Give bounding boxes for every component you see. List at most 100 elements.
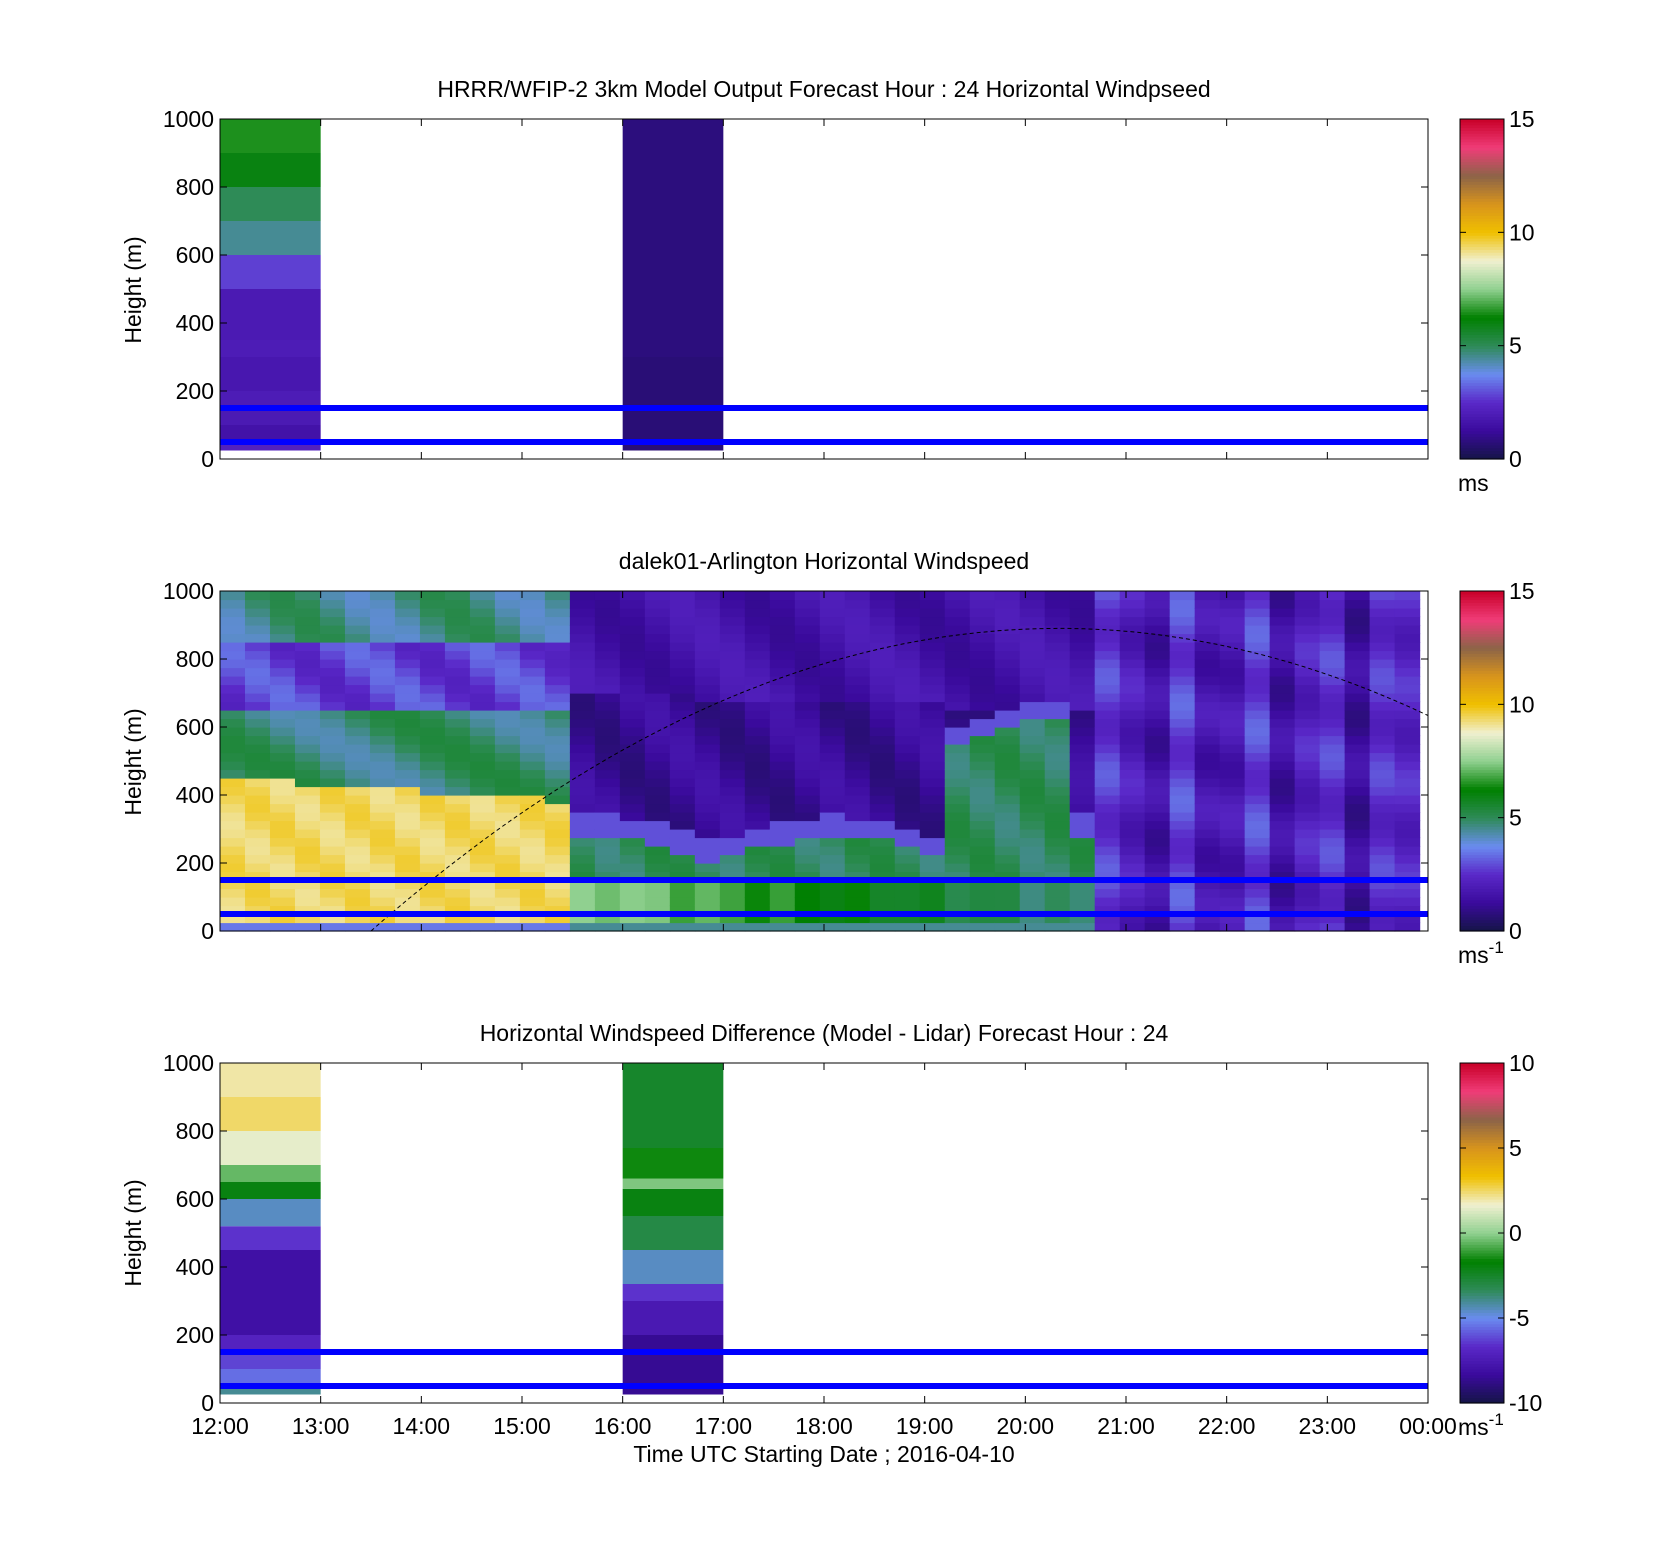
heatmap-cell [1094, 684, 1121, 694]
heatmap-cell [619, 616, 646, 626]
heatmap-cell [644, 676, 671, 686]
heatmap-cell [669, 625, 696, 635]
heatmap-cell [969, 837, 996, 847]
colorbar-segment [1460, 328, 1504, 333]
y-tick-label: 400 [176, 1254, 214, 1280]
heatmap-cell [869, 616, 896, 626]
colorbar-segment [1460, 243, 1504, 248]
colorbar-segment [1460, 591, 1504, 595]
heatmap-cell [220, 667, 246, 677]
panel-difference: Horizontal Windspeed Difference (Model -… [120, 1020, 1542, 1440]
heatmap-cell [1069, 659, 1096, 669]
heatmap-cell [1244, 914, 1271, 924]
heatmap-cell [444, 684, 471, 694]
colorbar-segment [1460, 303, 1504, 307]
heatmap-cell [244, 922, 271, 932]
heatmap-cell [1369, 710, 1396, 720]
heatmap-cell [1119, 786, 1146, 796]
heatmap-cell [744, 633, 771, 643]
heatmap-cell [919, 693, 946, 703]
heatmap-cell [1169, 761, 1196, 771]
colorbar-segment [1460, 161, 1504, 165]
heatmap-cell [544, 871, 571, 881]
heatmap-cell [794, 727, 821, 737]
heatmap-cell [220, 1250, 321, 1335]
heatmap-cell [369, 837, 396, 847]
heatmap-cell [469, 863, 496, 873]
heatmap-cell [1144, 905, 1171, 915]
colorbar-segment [1460, 718, 1504, 722]
heatmap-cell [369, 667, 396, 677]
heatmap-cell [844, 914, 871, 924]
heatmap-cell [794, 795, 821, 805]
heatmap-cell [1194, 693, 1221, 703]
heatmap-cell [1244, 846, 1271, 856]
heatmap-cell [1219, 616, 1246, 626]
heatmap-cell [1269, 795, 1296, 805]
colorbar-segment [1460, 1394, 1504, 1398]
heatmap-cell [844, 727, 871, 737]
heatmap-cell [844, 650, 871, 660]
heatmap-cell [1219, 846, 1246, 856]
heatmap-cell [220, 871, 246, 881]
heatmap-cell [1244, 820, 1271, 830]
heatmap-cell [1394, 710, 1421, 720]
colorbar-segment [1460, 1284, 1504, 1288]
heatmap-cell [944, 761, 971, 771]
heatmap-cell [844, 888, 871, 898]
heatmap-cell [794, 922, 821, 932]
heatmap-cell [220, 744, 246, 754]
heatmap-cell [444, 829, 471, 839]
heatmap-cell [744, 871, 771, 881]
colorbar-unit-superscript: -1 [1489, 938, 1504, 957]
colorbar-segment [1460, 201, 1504, 205]
heatmap-cell [220, 778, 246, 788]
heatmap-cell [1144, 778, 1171, 788]
colorbar-segment [1460, 922, 1504, 926]
heatmap-cell [694, 914, 721, 924]
colorbar-segment [1460, 1196, 1504, 1200]
heatmap-cell [1269, 735, 1296, 745]
heatmap-cell [569, 693, 596, 703]
heatmap-cell [844, 633, 871, 643]
colorbar-segment [1460, 235, 1504, 239]
heatmap-cell [994, 803, 1021, 813]
heatmap-cell [1144, 667, 1171, 677]
heatmap-cell [1244, 769, 1271, 779]
heatmap-cell [1019, 616, 1046, 626]
heatmap-cell [594, 897, 621, 907]
heatmap-cell [619, 837, 646, 847]
heatmap-cell [1294, 837, 1321, 847]
heatmap-cell [794, 803, 821, 813]
heatmap-cell [569, 914, 596, 924]
heatmap-cell [394, 897, 421, 907]
heatmap-cell [1069, 769, 1096, 779]
heatmap-cell [444, 761, 471, 771]
heatmap-cell [294, 778, 321, 788]
heatmap-cell [719, 837, 746, 847]
heatmap-cell [994, 897, 1021, 907]
heatmap-cell [1269, 616, 1296, 626]
heatmap-cell [220, 735, 246, 745]
heatmap-cell [894, 625, 921, 635]
heatmap-cell [594, 684, 621, 694]
heatmap-cell [1194, 633, 1221, 643]
heatmap-cell [744, 591, 771, 601]
heatmap-cell [1344, 778, 1371, 788]
heatmap-cell [1194, 829, 1221, 839]
heatmap-cell [894, 735, 921, 745]
heatmap-cell [1144, 625, 1171, 635]
heatmap-cell [969, 718, 996, 728]
heatmap-cell [1094, 803, 1121, 813]
heatmap-cell [394, 701, 421, 711]
heatmap-cell [1169, 599, 1196, 609]
heatmap-cell [769, 812, 796, 822]
heatmap-cell [294, 642, 321, 652]
heatmap-cell [419, 795, 446, 805]
heatmap-cell [944, 591, 971, 601]
heatmap-cell [294, 599, 321, 609]
heatmap-cell [419, 616, 446, 626]
heatmap-cell [769, 599, 796, 609]
